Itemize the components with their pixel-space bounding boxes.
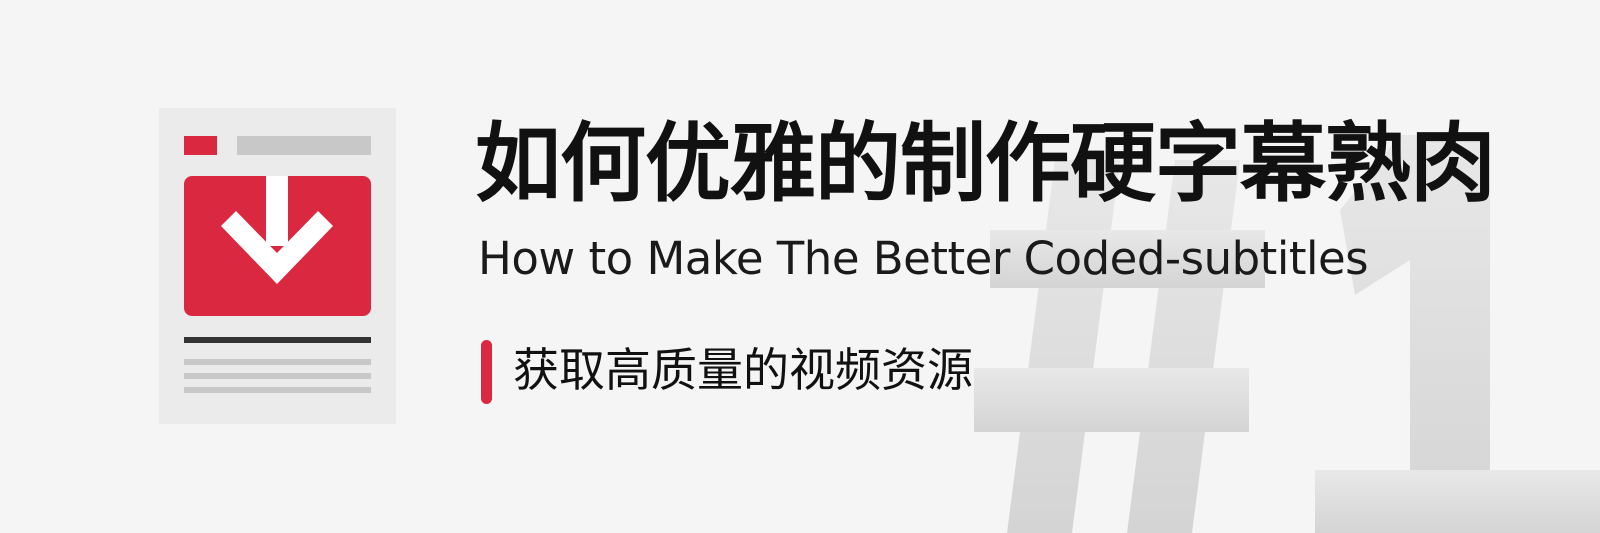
main-title: 如何优雅的制作硬字幕熟肉	[475, 114, 1496, 214]
document-line	[184, 359, 371, 365]
document-line	[184, 387, 371, 393]
section-label: 获取高质量的视频资源	[513, 343, 973, 397]
hash-symbol	[974, 160, 1265, 533]
document-header-line	[237, 136, 371, 155]
english-subtitle: How to Make The Better Coded-subtitles	[478, 232, 1369, 285]
document-rule	[184, 337, 371, 343]
section-accent-bar	[481, 340, 492, 404]
arrow-down-icon	[221, 176, 333, 284]
document-download-icon	[159, 108, 396, 424]
background-number-mark	[974, 135, 1600, 533]
digit-one	[1315, 135, 1600, 533]
document-tag	[184, 136, 217, 155]
document-line	[184, 373, 371, 379]
